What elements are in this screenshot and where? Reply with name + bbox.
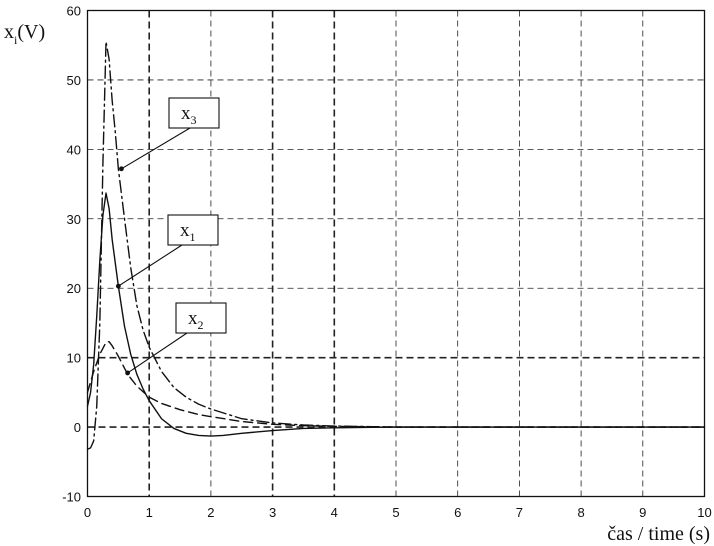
series-line-x2	[86, 340, 706, 428]
x-tick-label: 10	[697, 505, 711, 520]
x-tick-label: 3	[269, 505, 276, 520]
label-leader-x1	[118, 244, 183, 287]
series-label-main: x	[180, 220, 190, 241]
x-tick-label: 6	[454, 505, 461, 520]
y-axis-label-sub: i	[14, 33, 18, 47]
y-tick-label: 40	[67, 142, 81, 157]
y-tick-label: 20	[67, 281, 81, 296]
label-leader-x2	[127, 332, 188, 374]
x-tick-label: 9	[639, 505, 646, 520]
label-leader-x3	[121, 127, 191, 170]
x-axis-label: čas / time (s)	[607, 523, 710, 545]
series-label-sub: 3	[191, 113, 197, 127]
y-tick-label: -10	[62, 490, 81, 505]
label-point-x2	[125, 370, 131, 376]
y-tick-label: 30	[67, 212, 81, 227]
series-label-x2: x2	[188, 308, 204, 332]
x-tick-label: 1	[146, 505, 153, 520]
label-point-x1	[115, 283, 121, 289]
label-box-x2	[175, 302, 227, 334]
series-layer	[86, 41, 706, 450]
series-label-x1: x1	[180, 220, 196, 244]
series-label-sub: 1	[190, 230, 196, 244]
x-tick-label: 8	[577, 505, 584, 520]
label-point-x3	[119, 166, 124, 172]
series-label-x3: x3	[181, 103, 197, 127]
series-label-sub: 2	[198, 318, 204, 332]
label-box-x3	[168, 97, 220, 129]
label-box-x1	[167, 214, 219, 246]
y-tick-label: 10	[67, 351, 81, 366]
series-label-main: x	[188, 308, 198, 329]
plot-frame	[86, 9, 706, 498]
y-axis-label-unit: (V)	[17, 21, 45, 43]
y-tick-label: 60	[67, 4, 81, 19]
y-axis-label-main: x	[4, 21, 14, 43]
y-axis-label: xi(V)	[4, 21, 45, 47]
y-tick-label: 0	[74, 420, 81, 435]
series-line-x3	[86, 41, 706, 450]
y-tick-label: 50	[67, 73, 81, 88]
x-tick-label: 4	[331, 505, 338, 520]
series-label-main: x	[181, 103, 191, 124]
x-tick-label: 5	[392, 505, 399, 520]
x-tick-label: 2	[207, 505, 214, 520]
x-tick-label: 7	[516, 505, 523, 520]
x-tick-label: 0	[84, 505, 91, 520]
